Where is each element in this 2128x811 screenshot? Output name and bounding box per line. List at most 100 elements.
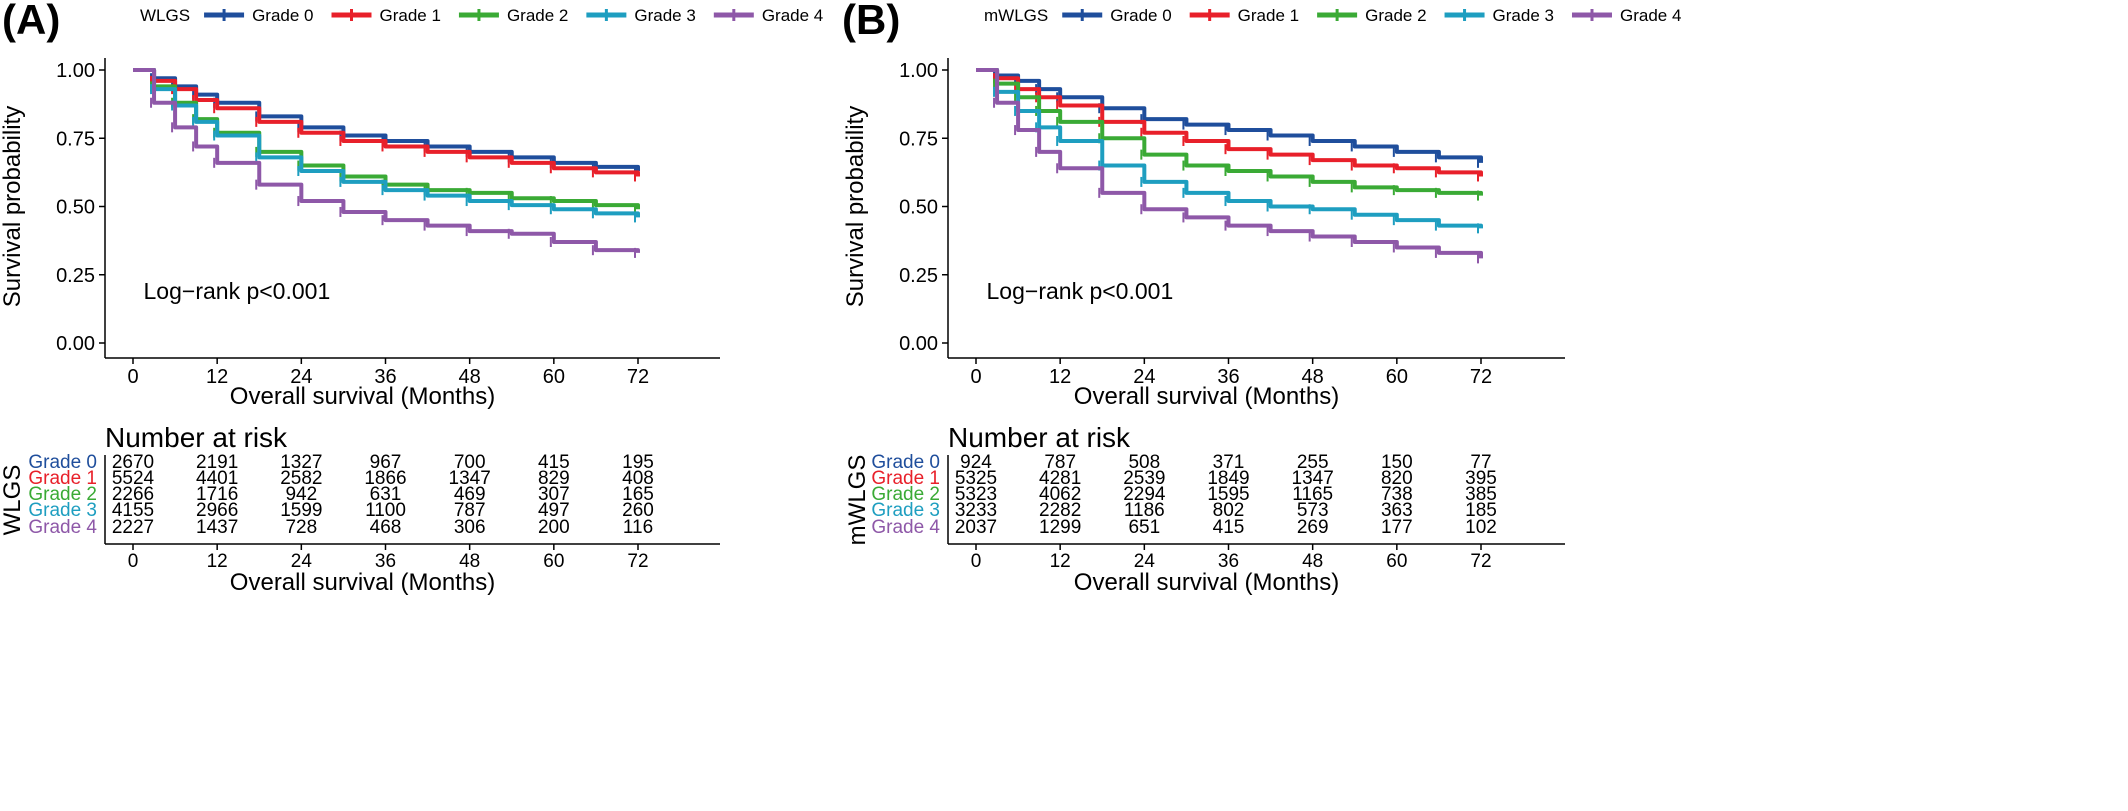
panel-label: (A): [2, 0, 60, 43]
risk-x-tick-label: 48: [1302, 551, 1323, 572]
y-tick-label: 0.50: [56, 197, 95, 219]
log-rank-annotation: Log−rank p<0.001: [144, 278, 331, 304]
risk-x-tick-label: 36: [375, 551, 396, 572]
x-axis-title: Overall survival (Months): [1074, 383, 1339, 410]
risk-value: 1716: [196, 484, 238, 505]
risk-value: 2037: [955, 517, 997, 538]
risk-value: 1437: [196, 517, 238, 538]
risk-value: 924: [960, 452, 992, 473]
risk-value: 177: [1381, 517, 1413, 538]
risk-value: 2266: [112, 484, 154, 505]
risk-row-label: Grade 1: [28, 468, 97, 489]
risk-value: 1599: [280, 500, 322, 521]
legend-label: Grade 3: [634, 6, 695, 25]
risk-value: 497: [538, 500, 570, 521]
risk-value: 1347: [449, 468, 491, 489]
x-tick-label: 24: [1133, 366, 1155, 388]
legend-label: Grade 3: [1493, 6, 1554, 25]
legend: mWLGS Grade 0 Grade 1 Grade 2 Grade 3 Grade 4: [984, 6, 1681, 25]
x-tick-label: 0: [127, 366, 138, 388]
risk-value: 260: [622, 500, 654, 521]
legend-label: Grade 1: [1238, 6, 1299, 25]
risk-value: 200: [538, 517, 570, 538]
risk-value: 787: [1044, 452, 1076, 473]
legend-label: Grade 1: [380, 6, 441, 25]
survival-curve-grade-3: [133, 68, 640, 218]
risk-value: 2294: [1123, 484, 1166, 505]
y-axis-title: Survival probability: [0, 106, 26, 307]
risk-value: 1299: [1039, 517, 1081, 538]
risk-y-axis-title: mWLGS: [844, 455, 871, 546]
risk-x-axis-title: Overall survival (Months): [230, 569, 495, 596]
x-tick-label: 0: [970, 366, 981, 388]
y-tick-label: 1.00: [899, 60, 938, 82]
risk-value: 2670: [112, 452, 154, 473]
legend-label: Grade 0: [1110, 6, 1171, 25]
y-tick-label: 0.25: [899, 265, 938, 287]
x-tick-label: 72: [1470, 366, 1492, 388]
risk-value: 4401: [196, 468, 238, 489]
risk-value: 116: [623, 517, 653, 538]
risk-table-title: Number at risk: [105, 422, 288, 453]
y-axis-title: Survival probability: [842, 106, 869, 307]
risk-value: 395: [1465, 468, 1497, 489]
risk-x-tick-label: 36: [1218, 551, 1239, 572]
risk-value: 631: [370, 484, 402, 505]
risk-value: 2282: [1039, 500, 1081, 521]
x-tick-label: 24: [290, 366, 312, 388]
y-tick-label: 0.75: [56, 128, 95, 150]
risk-value: 787: [454, 500, 486, 521]
y-tick-label: 0.50: [899, 197, 938, 219]
risk-value: 1165: [1292, 484, 1333, 505]
legend-label: Grade 4: [762, 6, 823, 25]
x-tick-label: 36: [1217, 366, 1239, 388]
survival-curve-grade-0: [976, 68, 1483, 163]
survival-curve-grade-2: [976, 68, 1483, 196]
legend-label: Grade 0: [252, 6, 313, 25]
risk-value: 3233: [955, 500, 997, 521]
x-tick-label: 48: [1302, 366, 1324, 388]
risk-value: 728: [285, 517, 317, 538]
risk-value: 4062: [1039, 484, 1081, 505]
risk-value: 5524: [112, 468, 155, 489]
risk-x-tick-label: 60: [543, 551, 564, 572]
risk-value: 385: [1465, 484, 1497, 505]
risk-x-tick-label: 72: [627, 551, 648, 572]
risk-row-label: Grade 2: [871, 484, 940, 505]
risk-row-label: Grade 4: [28, 517, 97, 538]
x-tick-label: 72: [627, 366, 649, 388]
y-tick-label: 0.00: [56, 333, 95, 355]
risk-value: 255: [1297, 452, 1329, 473]
risk-value: 307: [538, 484, 570, 505]
risk-x-tick-label: 24: [1134, 551, 1156, 572]
risk-value: 829: [538, 468, 570, 489]
risk-value: 408: [622, 468, 654, 489]
risk-value: 802: [1213, 500, 1245, 521]
risk-value: 2191: [196, 452, 238, 473]
risk-value: 820: [1381, 468, 1413, 489]
risk-value: 4281: [1039, 468, 1081, 489]
risk-value: 371: [1213, 452, 1245, 473]
risk-row-label: Grade 0: [28, 452, 97, 473]
risk-value: 363: [1381, 500, 1413, 521]
survival-curve-grade-1: [133, 68, 640, 177]
risk-value: 77: [1470, 452, 1491, 473]
risk-x-tick-label: 72: [1470, 551, 1491, 572]
x-tick-label: 12: [1049, 366, 1071, 388]
risk-table-title: Number at risk: [948, 422, 1131, 453]
risk-row-label: Grade 3: [871, 500, 940, 521]
risk-value: 508: [1128, 452, 1160, 473]
x-tick-label: 48: [459, 366, 481, 388]
risk-value: 1327: [280, 452, 322, 473]
legend-title: WLGS: [140, 6, 190, 25]
risk-value: 967: [370, 452, 402, 473]
risk-value: 150: [1381, 452, 1413, 473]
risk-value: 573: [1297, 500, 1329, 521]
risk-value: 269: [1297, 517, 1329, 538]
legend-label: Grade 2: [1365, 6, 1426, 25]
survival-curve-grade-4: [133, 68, 640, 253]
risk-value: 700: [454, 452, 486, 473]
km-panel-a: (A) WLGS Grade 0 Grade 1 Grade 2 Grade 3 Grade…: [0, 0, 823, 596]
risk-x-axis-title: Overall survival (Months): [1074, 569, 1339, 596]
risk-value: 738: [1381, 484, 1413, 505]
